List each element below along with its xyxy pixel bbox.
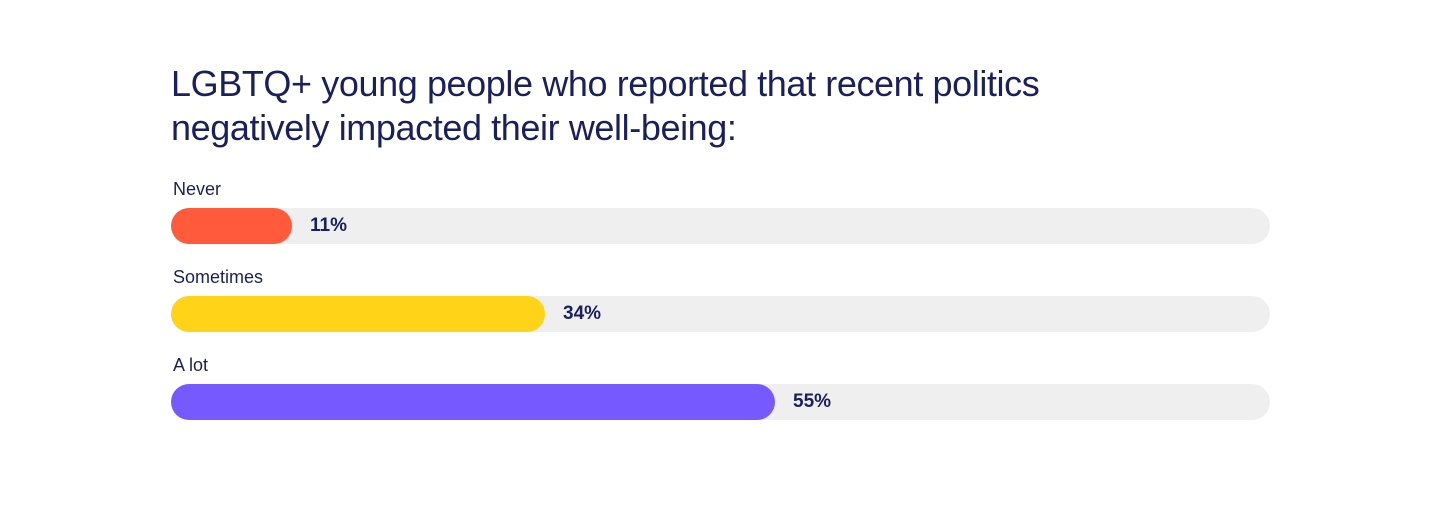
category-label-sometimes: Sometimes	[173, 267, 264, 287]
chart: LGBTQ+ young people who reported that re…	[171, 62, 1270, 436]
bar-sometimes	[171, 296, 545, 332]
bar-rows: Never 11% Sometimes 34% A lot 55%	[171, 172, 1270, 436]
category-label-a-lot: A lot	[173, 355, 209, 375]
bar-track-sometimes: 34%	[171, 296, 1270, 332]
bar-track-never: 11%	[171, 208, 1270, 244]
bar-never	[171, 208, 292, 244]
category-label-never: Never	[173, 179, 222, 199]
bar-row-never: Never 11%	[171, 172, 1270, 260]
chart-title: LGBTQ+ young people who reported that re…	[171, 63, 1040, 148]
value-label-never: 11%	[310, 215, 347, 236]
bar-row-sometimes: Sometimes 34%	[171, 260, 1270, 348]
bar-row-a-lot: A lot 55%	[171, 348, 1270, 436]
value-label-sometimes: 34%	[563, 303, 602, 324]
value-label-a-lot: 55%	[793, 391, 832, 412]
bar-track-a-lot: 55%	[171, 384, 1270, 420]
bar-a-lot	[171, 384, 775, 420]
